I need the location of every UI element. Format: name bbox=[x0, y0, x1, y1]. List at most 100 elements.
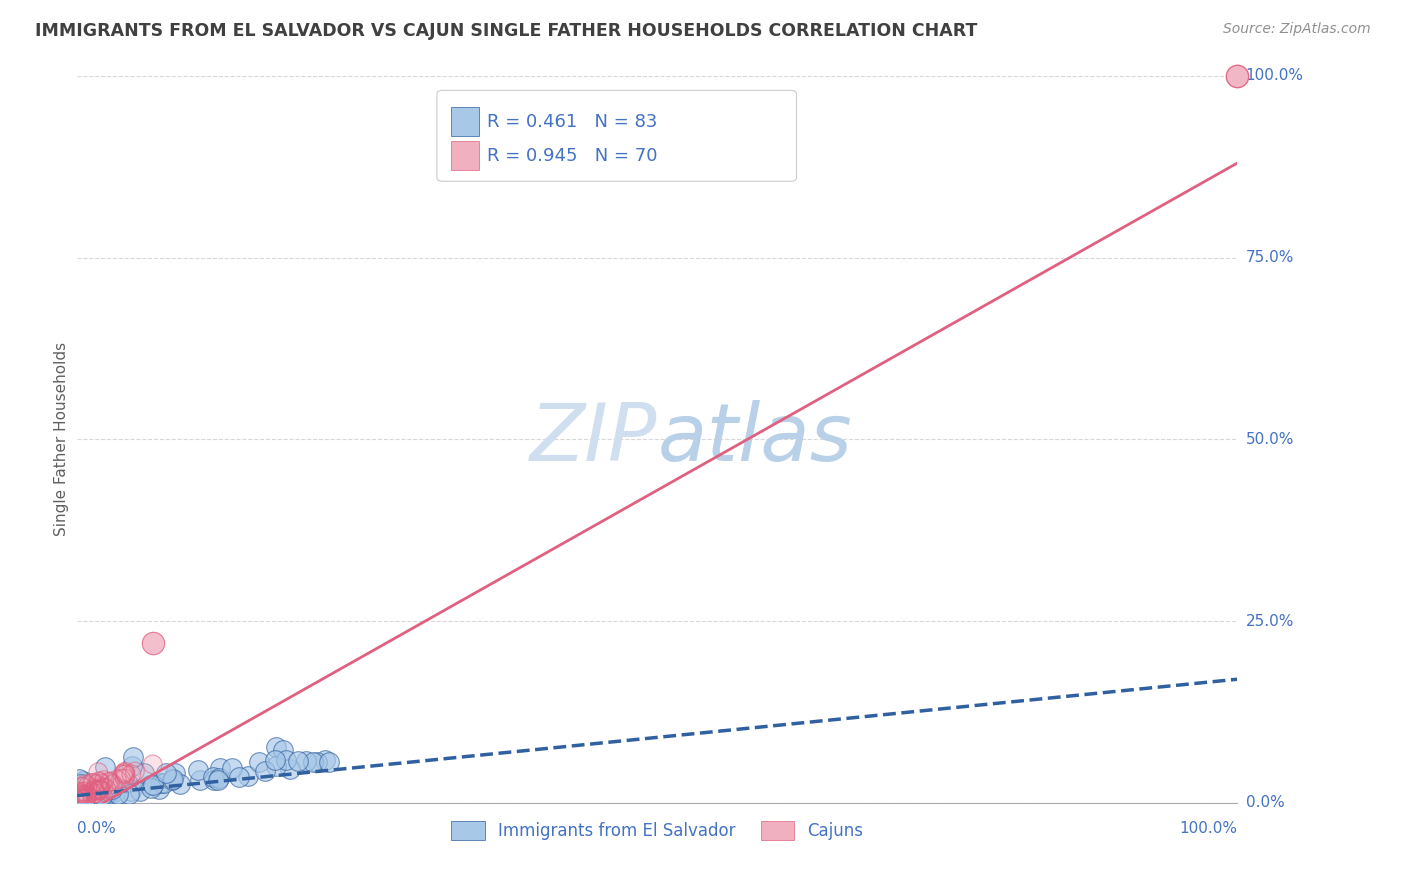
Point bbox=[89, 781, 111, 796]
Point bbox=[101, 777, 124, 791]
Point bbox=[271, 742, 294, 756]
Point bbox=[112, 766, 135, 780]
Text: 50.0%: 50.0% bbox=[1246, 432, 1294, 447]
Point bbox=[70, 789, 93, 804]
Point bbox=[96, 790, 118, 805]
Point bbox=[169, 776, 191, 790]
Point bbox=[110, 772, 132, 786]
Point bbox=[318, 755, 340, 769]
Point bbox=[287, 755, 309, 769]
Point bbox=[302, 755, 325, 769]
Point bbox=[80, 785, 103, 799]
Point bbox=[83, 782, 105, 797]
Point bbox=[105, 772, 128, 787]
Point bbox=[76, 788, 98, 802]
FancyBboxPatch shape bbox=[451, 107, 478, 136]
Point bbox=[75, 789, 97, 804]
Point bbox=[112, 766, 135, 780]
Point bbox=[73, 792, 96, 806]
Point bbox=[142, 636, 165, 650]
Point bbox=[208, 761, 231, 775]
Text: IMMIGRANTS FROM EL SALVADOR VS CAJUN SINGLE FATHER HOUSEHOLDS CORRELATION CHART: IMMIGRANTS FROM EL SALVADOR VS CAJUN SIN… bbox=[35, 22, 977, 40]
Point bbox=[121, 750, 143, 764]
Point bbox=[94, 760, 117, 774]
Point bbox=[87, 774, 110, 789]
Point bbox=[96, 789, 118, 803]
Point bbox=[264, 753, 287, 767]
Point bbox=[72, 791, 94, 805]
Point bbox=[67, 794, 90, 808]
Point bbox=[70, 780, 93, 795]
Point bbox=[114, 766, 136, 780]
Point bbox=[89, 783, 111, 797]
Point bbox=[90, 789, 112, 804]
FancyBboxPatch shape bbox=[437, 90, 796, 181]
Point bbox=[207, 773, 229, 788]
Point bbox=[67, 795, 90, 809]
Point bbox=[86, 792, 108, 806]
Text: 100.0%: 100.0% bbox=[1246, 69, 1303, 83]
Point bbox=[76, 790, 98, 805]
Point bbox=[67, 789, 90, 803]
Point bbox=[72, 784, 94, 798]
Point bbox=[188, 773, 211, 788]
Point bbox=[128, 783, 150, 797]
Point bbox=[264, 759, 287, 773]
Point bbox=[87, 774, 110, 789]
Point bbox=[94, 781, 117, 796]
Point bbox=[97, 774, 120, 789]
Point bbox=[139, 781, 162, 796]
Point bbox=[69, 789, 91, 804]
Point bbox=[295, 754, 318, 768]
Point bbox=[70, 787, 93, 801]
Point bbox=[75, 788, 97, 802]
Point bbox=[89, 782, 111, 797]
Point bbox=[67, 795, 90, 809]
Point bbox=[266, 739, 288, 754]
Point bbox=[89, 775, 111, 789]
Point bbox=[93, 773, 115, 788]
Point bbox=[73, 785, 96, 799]
Point bbox=[83, 783, 105, 797]
Point bbox=[75, 794, 97, 808]
Point bbox=[76, 779, 98, 793]
Point bbox=[80, 788, 103, 802]
Point bbox=[201, 770, 224, 784]
Point bbox=[91, 780, 114, 795]
Point bbox=[90, 789, 112, 803]
Point bbox=[67, 791, 90, 805]
Point bbox=[94, 781, 117, 796]
FancyBboxPatch shape bbox=[451, 141, 478, 170]
Point bbox=[80, 791, 103, 805]
Point bbox=[162, 772, 184, 786]
Point bbox=[90, 780, 112, 794]
Point bbox=[1226, 69, 1249, 83]
Point bbox=[83, 783, 105, 797]
Text: 0.0%: 0.0% bbox=[1246, 796, 1284, 810]
Point bbox=[118, 787, 141, 801]
Point bbox=[97, 774, 120, 789]
Point bbox=[67, 794, 90, 808]
Text: Source: ZipAtlas.com: Source: ZipAtlas.com bbox=[1223, 22, 1371, 37]
Point bbox=[83, 790, 105, 805]
Y-axis label: Single Father Households: Single Father Households bbox=[53, 343, 69, 536]
Point bbox=[75, 777, 97, 791]
Point bbox=[249, 755, 271, 769]
Point bbox=[75, 790, 97, 805]
Point bbox=[70, 788, 93, 802]
Point bbox=[67, 784, 90, 798]
Point bbox=[84, 787, 107, 801]
Point bbox=[103, 789, 125, 803]
Point bbox=[75, 788, 97, 802]
Point bbox=[93, 773, 115, 788]
Point bbox=[89, 782, 111, 797]
Point bbox=[100, 775, 122, 789]
Point bbox=[104, 783, 127, 797]
Point bbox=[100, 775, 122, 789]
Point bbox=[67, 794, 90, 808]
Point bbox=[114, 772, 136, 786]
Point bbox=[76, 779, 98, 793]
Point bbox=[70, 789, 93, 804]
Point bbox=[69, 786, 91, 800]
Text: atlas: atlas bbox=[658, 401, 852, 478]
